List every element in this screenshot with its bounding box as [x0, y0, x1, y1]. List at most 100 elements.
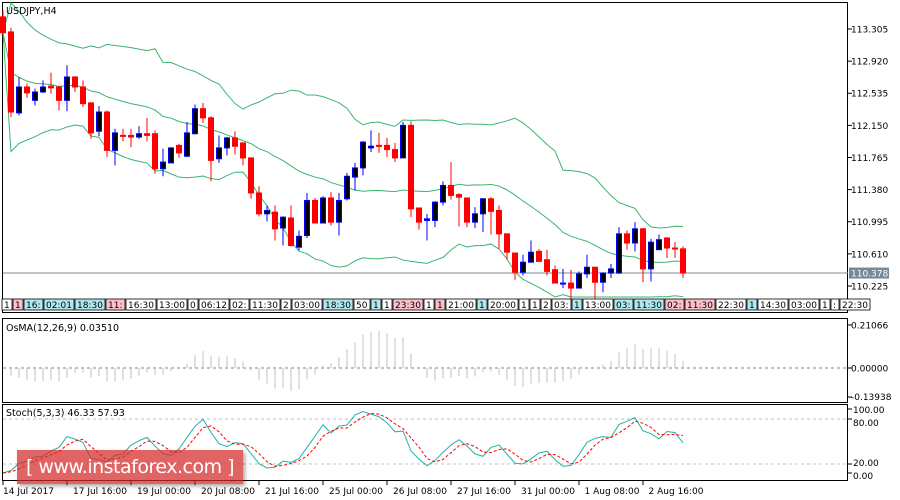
- session-marker-box: [571, 298, 583, 311]
- session-marker-box: [156, 298, 188, 311]
- bear-candle: [240, 142, 246, 159]
- session-marker-label: 0: [190, 301, 196, 311]
- bull-candle: [648, 241, 654, 270]
- bear-candle: [672, 247, 678, 250]
- session-marker-box: [23, 298, 44, 311]
- bear-candle: [544, 259, 550, 272]
- symbol-title: USDJPY,H4: [6, 6, 57, 17]
- bear-candle: [248, 157, 254, 194]
- bollinger-middle: [2, 32, 684, 263]
- bull-candle: [632, 228, 638, 244]
- session-marker-label: :: [833, 301, 836, 311]
- bull-candle: [40, 86, 46, 93]
- price-tick-label: 111.380: [851, 186, 888, 196]
- bull-candle: [280, 216, 286, 229]
- session-marker-label: 13:00: [585, 301, 611, 311]
- session-marker-label: 50: [356, 301, 368, 311]
- bear-candle: [464, 197, 470, 223]
- stoch-tick-label: 100.00: [853, 406, 885, 416]
- session-marker-label: 1: [532, 301, 538, 311]
- current-price-box: [849, 267, 889, 279]
- session-marker-box: [529, 298, 541, 311]
- session-marker-box: [633, 298, 665, 311]
- bull-candle: [336, 199, 342, 223]
- bull-candle: [352, 167, 358, 178]
- session-marker-label: 21:00: [448, 301, 474, 311]
- session-marker-box: [434, 298, 446, 311]
- session-marker-box: [830, 298, 840, 311]
- bull-candle: [560, 282, 566, 285]
- time-tick-label: 25 Jul 00:00: [329, 487, 383, 497]
- session-marker-label: 16:30: [128, 301, 154, 311]
- bear-candle: [80, 86, 86, 105]
- bull-candle: [16, 86, 22, 114]
- main-panel-frame: [2, 2, 848, 313]
- bear-candle: [48, 85, 54, 89]
- session-marker-label: 03:: [554, 301, 568, 311]
- time-tick-label: 17 Jul 16:00: [73, 487, 127, 497]
- bull-candle: [432, 201, 438, 221]
- session-marker-box: [105, 298, 126, 311]
- session-marker-box: [684, 298, 716, 311]
- bollinger-upper: [2, 2, 684, 229]
- bear-candle: [456, 194, 462, 198]
- bull-candle: [584, 266, 590, 275]
- session-marker-label: 1: [437, 301, 443, 311]
- osma-histogram: [10, 331, 684, 392]
- bear-candle: [392, 149, 398, 159]
- bull-candle: [480, 198, 486, 215]
- bear-candle: [552, 269, 558, 284]
- session-marker-box: [582, 298, 614, 311]
- bear-candle: [640, 228, 646, 270]
- bull-candle: [304, 199, 310, 237]
- bull-candle: [600, 272, 606, 283]
- session-marker-box: [551, 298, 572, 311]
- session-marker-label: 1: [384, 301, 390, 311]
- session-marker-label: 20:00: [490, 301, 516, 311]
- session-marker-label: 11:30: [636, 301, 662, 311]
- bear-candle: [376, 144, 382, 147]
- price-tick-label: 111.765: [851, 154, 888, 164]
- bear-candle: [496, 209, 502, 235]
- session-marker-box: [788, 298, 820, 311]
- time-tick-label: 20 Jul 08:00: [201, 487, 255, 497]
- time-tick-label: 26 Jul 08:00: [393, 487, 447, 497]
- bull-candle: [472, 213, 478, 223]
- stoch-panel-frame: [2, 404, 848, 481]
- stoch-title: Stoch(5,3,3) 46.33 57.93: [6, 408, 125, 419]
- bull-candle: [608, 268, 614, 274]
- session-marker-label: 03:00: [294, 301, 320, 311]
- bull-candle: [192, 108, 198, 135]
- session-marker-label: 22:30: [718, 301, 744, 311]
- session-marker-label: 2: [283, 301, 289, 311]
- bear-candle: [8, 31, 14, 113]
- session-marker-box: [423, 298, 435, 311]
- bull-candle: [136, 133, 142, 138]
- session-marker-box: [1, 298, 13, 311]
- session-marker-label: 03:00: [791, 301, 817, 311]
- bull-candle: [360, 141, 366, 169]
- session-marker-label: 13:00: [159, 301, 185, 311]
- bear-candle: [208, 117, 214, 161]
- bear-candle: [272, 211, 278, 230]
- bear-candle: [408, 124, 414, 210]
- session-marker-label: 2: [543, 301, 549, 311]
- session-marker-label: 11:30: [252, 301, 278, 311]
- session-marker-box: [445, 298, 477, 311]
- bull-candle: [616, 233, 622, 274]
- session-marker-box: [12, 298, 24, 311]
- session-marker-box: [43, 298, 75, 311]
- session-marker-label: 16:: [26, 301, 40, 311]
- session-marker-box: [487, 298, 519, 311]
- bull-candle: [368, 145, 374, 149]
- bull-candle: [96, 111, 102, 132]
- session-marker-label: 02:: [232, 301, 246, 311]
- bull-candle: [112, 132, 118, 151]
- bull-candle: [576, 273, 582, 289]
- bear-candle: [56, 86, 62, 101]
- candlesticks: [0, 10, 686, 300]
- time-tick-label: 2 Aug 16:00: [649, 487, 704, 497]
- current-price-badge: 110.378: [849, 267, 889, 280]
- bear-candle: [680, 248, 686, 274]
